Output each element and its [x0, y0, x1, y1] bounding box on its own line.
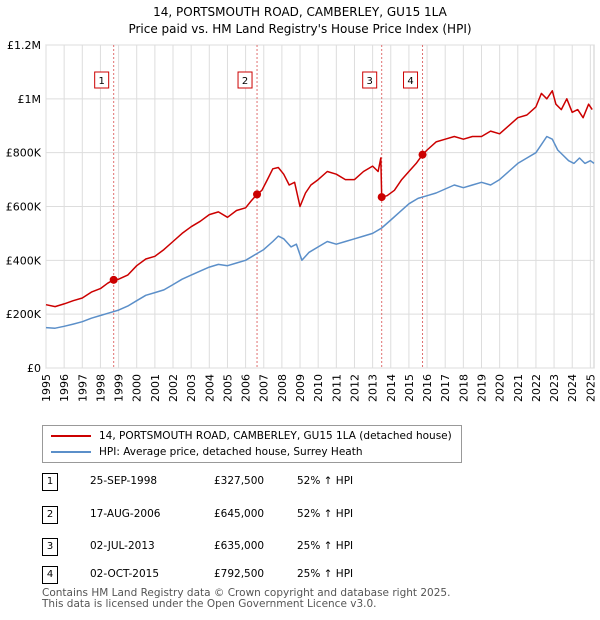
x-tick-label: 2023 — [548, 374, 561, 402]
x-tick-label: 2016 — [421, 374, 434, 402]
footer-licence: This data is licensed under the Open Gov… — [42, 598, 377, 610]
sale-price: £645,000 — [214, 508, 265, 520]
price-chart: 1 2 3 4 £0 £200K £400K £600K £800K £1M £1.2M 1995… — [6, 39, 598, 402]
x-tick-label: 2000 — [131, 374, 144, 402]
x-tick-label: 1995 — [40, 374, 53, 402]
chart-title: 14, PORTSMOUTH ROAD, CAMBERLEY, GU15 1LA — [153, 5, 447, 19]
sale-label-box — [403, 71, 419, 89]
y-tick-label: £1M — [18, 93, 42, 106]
footer: Contains HM Land Registry data © Crown c… — [42, 588, 450, 610]
x-tick-label: 2008 — [276, 374, 289, 402]
x-tick-label: 2014 — [385, 374, 398, 402]
sale-price: £792,500 — [214, 568, 265, 580]
x-tick-label: 2006 — [240, 374, 253, 402]
x-tick-label: 2012 — [348, 374, 361, 402]
x-tick-label: 1999 — [113, 374, 126, 402]
sale-badge: 2 — [42, 506, 58, 524]
sale-hpi: 25% ↑ HPI — [297, 568, 354, 580]
property-price-line — [45, 90, 593, 308]
sale-label-text: 3 — [367, 76, 373, 87]
chart-subtitle: Price paid vs. HM Land Registry's House … — [128, 22, 472, 36]
sale-label-text: 1 — [98, 76, 104, 87]
y-tick-label: £0 — [27, 362, 41, 375]
x-tick-label: 2025 — [584, 374, 597, 402]
sale-date: 02-OCT-2015 — [90, 568, 159, 580]
sale-hpi: 25% ↑ HPI — [297, 540, 354, 552]
x-tick-label: 2011 — [330, 374, 343, 402]
legend-item-property: 14, PORTSMOUTH ROAD, CAMBERLEY, GU15 1LA… — [51, 428, 452, 444]
x-tick-label: 2001 — [149, 374, 162, 402]
y-tick-label: £800K — [6, 147, 42, 160]
sale-badge: 3 — [42, 538, 58, 556]
sale-point — [377, 193, 386, 202]
legend-label-property: 14, PORTSMOUTH ROAD, CAMBERLEY, GU15 1LA… — [99, 430, 452, 442]
legend-swatch-property — [51, 435, 91, 437]
sale-label-text: 2 — [242, 76, 248, 87]
sale-hpi: 52% ↑ HPI — [297, 508, 354, 520]
x-tick-label: 2005 — [221, 374, 234, 402]
sale-hpi: 52% ↑ HPI — [297, 475, 354, 487]
legend-swatch-hpi — [51, 451, 91, 453]
y-tick-label: £600K — [6, 201, 42, 214]
x-tick-label: 2015 — [403, 374, 416, 402]
sale-label-box — [362, 71, 378, 89]
x-tick-label: 2019 — [475, 374, 488, 402]
sale-date: 25-SEP-1998 — [90, 475, 158, 487]
x-tick-label: 2021 — [512, 374, 525, 402]
sale-label-box — [94, 71, 110, 89]
x-tick-label: 2017 — [439, 374, 452, 402]
sale-price: £635,000 — [214, 540, 265, 552]
x-tick-label: 2004 — [203, 374, 216, 402]
x-tick-label: 2022 — [530, 374, 543, 402]
x-tick-label: 2013 — [367, 374, 380, 402]
y-tick-label: £200K — [6, 308, 42, 321]
y-tick-label: £400K — [6, 254, 42, 267]
sale-point — [418, 150, 427, 159]
x-tick-label: 2020 — [494, 374, 507, 402]
sale-label-text: 4 — [407, 76, 413, 87]
x-tick-label: 2010 — [312, 374, 325, 402]
y-tick-label: £1.2M — [7, 39, 41, 52]
x-tick-label: 2009 — [294, 374, 307, 402]
legend: 14, PORTSMOUTH ROAD, CAMBERLEY, GU15 1LA… — [42, 425, 462, 463]
x-tick-label: 2003 — [185, 374, 198, 402]
x-tick-label: 1996 — [58, 374, 71, 402]
x-tick-label: 2002 — [167, 374, 180, 402]
sale-point — [253, 190, 262, 199]
sale-date: 17-AUG-2006 — [90, 508, 161, 520]
footer-copyright: Contains HM Land Registry data © Crown c… — [42, 587, 451, 599]
x-tick-label: 1997 — [76, 374, 89, 402]
sale-point — [109, 275, 118, 284]
x-tick-label: 2018 — [457, 374, 470, 402]
legend-label-hpi: HPI: Average price, detached house, Surr… — [99, 446, 363, 458]
sale-label-box — [237, 71, 253, 89]
x-tick-label: 1998 — [94, 374, 107, 402]
sale-badge: 4 — [42, 566, 58, 584]
sale-price: £327,500 — [214, 475, 265, 487]
legend-item-hpi: HPI: Average price, detached house, Surr… — [51, 444, 362, 460]
x-tick-label: 2007 — [258, 374, 271, 402]
hpi-line — [45, 135, 595, 329]
sale-date: 02-JUL-2013 — [90, 540, 155, 552]
x-tick-label: 2024 — [566, 374, 579, 402]
sale-badge: 1 — [42, 473, 58, 491]
